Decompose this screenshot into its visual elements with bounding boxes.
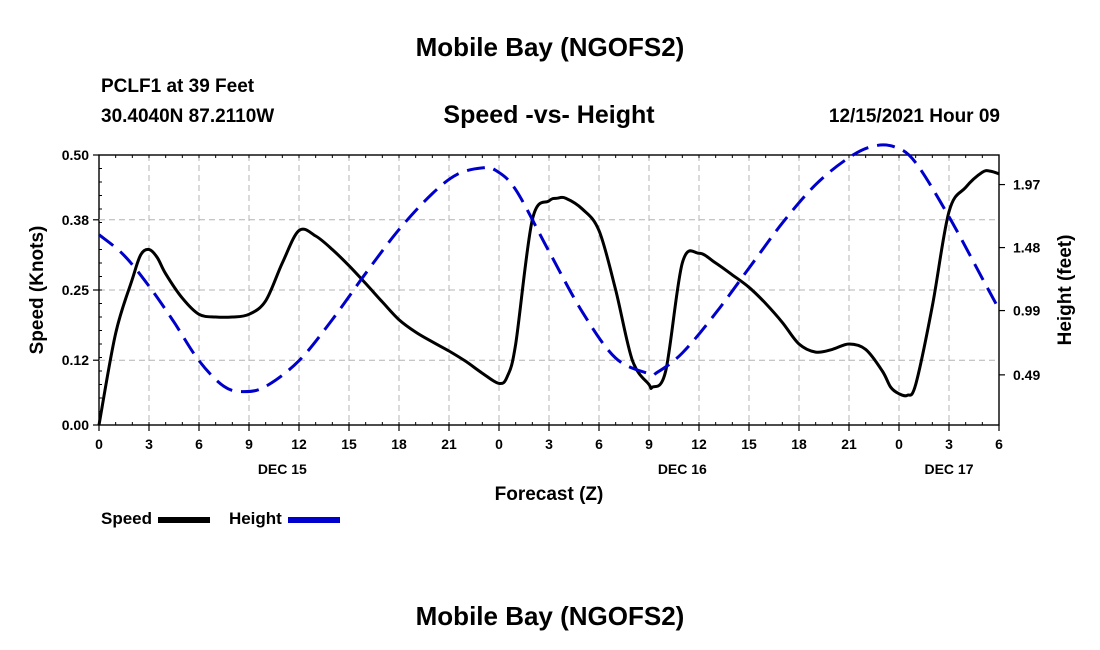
x-tick-label: 18: [391, 436, 407, 452]
speed-height-chart: 0 3 6 9 12 15 18 21 0 3 6 9 12 15 18 21 0 3 6 DEC 15 DEC 16 D…: [27, 143, 1076, 505]
x-tick-label: 12: [691, 436, 707, 452]
x-tick-label: 18: [791, 436, 807, 452]
date-label: DEC 15: [258, 461, 307, 477]
x-tick-label: 0: [895, 436, 903, 452]
y2-tick-label: 0.99: [1013, 303, 1040, 319]
height-line: [98, 143, 1001, 394]
y2-tick-label: 1.97: [1013, 177, 1040, 193]
x-tick-label: 21: [441, 436, 457, 452]
date-label: DEC 17: [924, 461, 973, 477]
grid: [99, 155, 999, 425]
x-tick-label: 6: [995, 436, 1003, 452]
date-label: DEC 16: [658, 461, 707, 477]
x-tick-label: 3: [545, 436, 553, 452]
x-tick-label: 0: [495, 436, 503, 452]
legend-speed-label: Speed: [101, 509, 153, 528]
series-layer: [97, 143, 1001, 426]
station-label: PCLF1 at 39 Feet: [101, 76, 255, 97]
x-tick-label: 15: [341, 436, 357, 452]
axis-ticks: 0 3 6 9 12 15 18 21 0 3 6 9 12 15 18 21 0 3 6 DEC 15 DEC 16 D…: [62, 147, 1041, 477]
legend-height-label: Height: [228, 509, 282, 528]
x-tick-label: 12: [291, 436, 307, 452]
legend-speed-swatch: [158, 516, 211, 523]
y-tick-label: 0.00: [62, 417, 89, 433]
y2-tick-label: 1.48: [1013, 240, 1040, 256]
x-tick-label: 6: [595, 436, 603, 452]
chart-subtitle: Speed -vs- Height: [443, 101, 655, 129]
x-tick-label: 0: [95, 436, 103, 452]
x-tick-label: 9: [645, 436, 653, 452]
forecast-timestamp: 12/15/2021 Hour 09: [828, 106, 1000, 127]
chart-title: Mobile Bay (NGOFS2): [415, 32, 685, 62]
y-tick-label: 0.38: [62, 212, 89, 228]
y-tick-label: 0.50: [62, 147, 89, 163]
legend: Speed Height: [101, 509, 341, 531]
y-axis-title: Speed (Knots): [27, 226, 48, 355]
x-tick-label: 3: [145, 436, 153, 452]
x-tick-label: 9: [245, 436, 253, 452]
y-tick-label: 0.25: [62, 282, 89, 298]
x-axis-title: Forecast (Z): [495, 484, 604, 505]
y-tick-label: 0.12: [62, 352, 89, 368]
station-coords: 30.4040N 87.2110W: [101, 106, 275, 127]
y2-axis-title: Height (feet): [1055, 235, 1076, 346]
y2-tick-label: 0.49: [1013, 367, 1040, 383]
x-tick-label: 3: [945, 436, 953, 452]
x-tick-label: 6: [195, 436, 203, 452]
x-tick-label: 21: [841, 436, 857, 452]
legend-height-swatch: [288, 516, 341, 523]
x-tick-label: 15: [741, 436, 757, 452]
speed-line: [97, 169, 1000, 426]
footer-title: Mobile Bay (NGOFS2): [415, 601, 685, 631]
